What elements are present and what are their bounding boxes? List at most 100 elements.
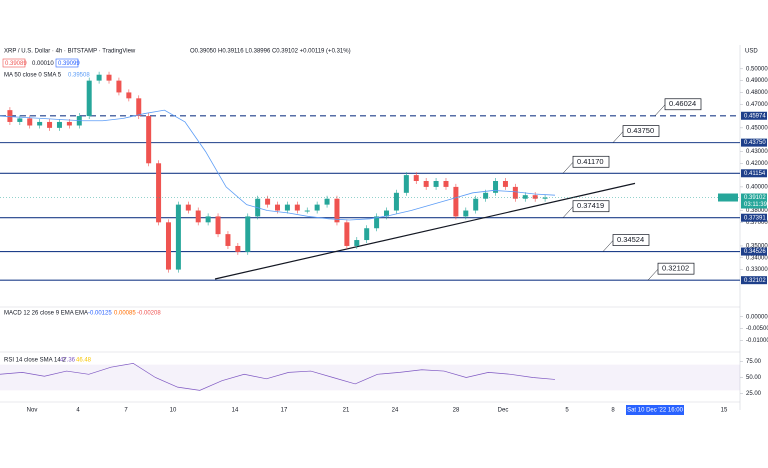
candle: [245, 216, 251, 252]
candle: [185, 204, 191, 211]
spread: 0.00010: [32, 61, 54, 67]
candle: [265, 198, 271, 205]
callout-box: [622, 125, 660, 137]
candle: [37, 121, 43, 126]
callout-leader: [612, 131, 624, 143]
axis-label-box: [741, 247, 767, 256]
candle: [542, 197, 548, 199]
callout-leader: [602, 240, 614, 252]
candle: [493, 181, 499, 193]
callout-box: [657, 262, 695, 275]
level-axis-label: 0.32102: [744, 278, 766, 284]
axis-label-box: [741, 213, 767, 222]
candle: [66, 121, 72, 126]
ma-line: [0, 109, 556, 221]
candle: [433, 181, 439, 187]
candle: [403, 175, 409, 193]
candle: [413, 175, 419, 181]
candle: [284, 204, 290, 211]
y-tick-label: 0.42000: [746, 161, 768, 167]
price-box: [718, 193, 738, 202]
ma-value: 0.39508: [68, 73, 90, 79]
axis-label-box: [741, 276, 767, 285]
y-tick-label: 0.50000: [746, 66, 768, 72]
candle: [453, 186, 459, 217]
bid: 0.39089: [5, 61, 27, 67]
candle: [393, 192, 399, 211]
callout-box: [572, 200, 610, 213]
callout-leader: [562, 162, 574, 174]
x-tick-label: 24: [392, 408, 399, 414]
price-axis-box: [741, 193, 767, 209]
callout-leader: [654, 104, 666, 116]
callout-label: 0.34524: [617, 235, 644, 244]
callout-label: 0.43750: [627, 126, 654, 135]
y-tick-label: 0.33000: [746, 267, 768, 273]
rsi-value: 46.48: [76, 358, 92, 364]
ask-box: [55, 58, 79, 68]
x-tick-label: 15: [721, 408, 728, 414]
x-tick-label: 17: [281, 408, 288, 414]
callout-label: 0.41170: [577, 157, 604, 166]
callout-leader: [647, 269, 659, 281]
level-axis-label: 0.37391: [744, 215, 766, 221]
macd-tick-label: 0.00000: [746, 314, 768, 320]
price-timer: 03:11:39: [744, 202, 768, 208]
x-tick-label: 10: [170, 408, 177, 414]
y-tick-label: 0.34000: [746, 255, 768, 261]
candle: [175, 204, 181, 270]
candle: [165, 222, 171, 270]
macd-value: 0.00085: [114, 311, 136, 317]
ohlc: O0.39050 H0.39116 L0.38996 C0.39102 +0.0…: [190, 49, 351, 55]
candle: [294, 204, 300, 211]
macd-label: MACD 12 26 close 9 EMA EMA: [4, 311, 88, 317]
price-label: 0.39102: [744, 195, 766, 201]
x-tick-label: 21: [343, 408, 350, 414]
callout-box: [612, 234, 650, 246]
candle: [463, 210, 469, 217]
bid-box: [2, 58, 26, 68]
candle: [195, 210, 201, 223]
candle: [56, 121, 62, 128]
candle: [384, 210, 390, 217]
rsi-tick-label: 25.00: [746, 391, 762, 397]
candle: [512, 186, 518, 199]
ask: 0.39099: [58, 61, 80, 67]
y-tick-label: 0.37000: [746, 220, 768, 226]
macd-value: -0.00208: [137, 311, 161, 317]
callout-box: [572, 155, 610, 168]
candle: [225, 234, 231, 246]
y-tick-label: 0.35000: [746, 244, 768, 250]
callout-leader: [562, 206, 574, 218]
macd-tick-label: -0.01000: [746, 338, 768, 344]
candle: [275, 204, 280, 211]
candle: [304, 210, 310, 212]
candle: [532, 195, 538, 199]
x-tick-label: Nov: [27, 408, 38, 414]
rsi-tick-label: 75.00: [746, 359, 762, 365]
y-tick-label: 0.38000: [746, 208, 768, 214]
candle: [215, 216, 221, 235]
candle: [483, 192, 489, 199]
candle: [7, 110, 13, 122]
macd-value: -0.00125: [88, 311, 112, 317]
y-tick-label: 0.45000: [746, 125, 768, 131]
rsi-tick-label: 50.00: [746, 375, 762, 381]
candle: [235, 245, 241, 252]
candle: [354, 240, 360, 246]
axis-label-box: [741, 169, 767, 178]
level-axis-label: 0.45974: [744, 113, 766, 119]
x-tick-label: 14: [232, 408, 239, 414]
candle: [96, 74, 102, 81]
ma-label: MA 50 close 0 SMA 5: [4, 73, 62, 79]
candle: [116, 80, 122, 93]
macd-tick-label: -0.00500: [746, 326, 768, 332]
chart-title: XRP / U.S. Dollar · 4h · BITSTAMP · Trad…: [4, 49, 136, 55]
candle: [364, 228, 370, 241]
x-tick-label: 4: [76, 408, 80, 414]
candle: [146, 116, 152, 164]
callout-box: [664, 98, 702, 111]
candle: [106, 74, 112, 81]
